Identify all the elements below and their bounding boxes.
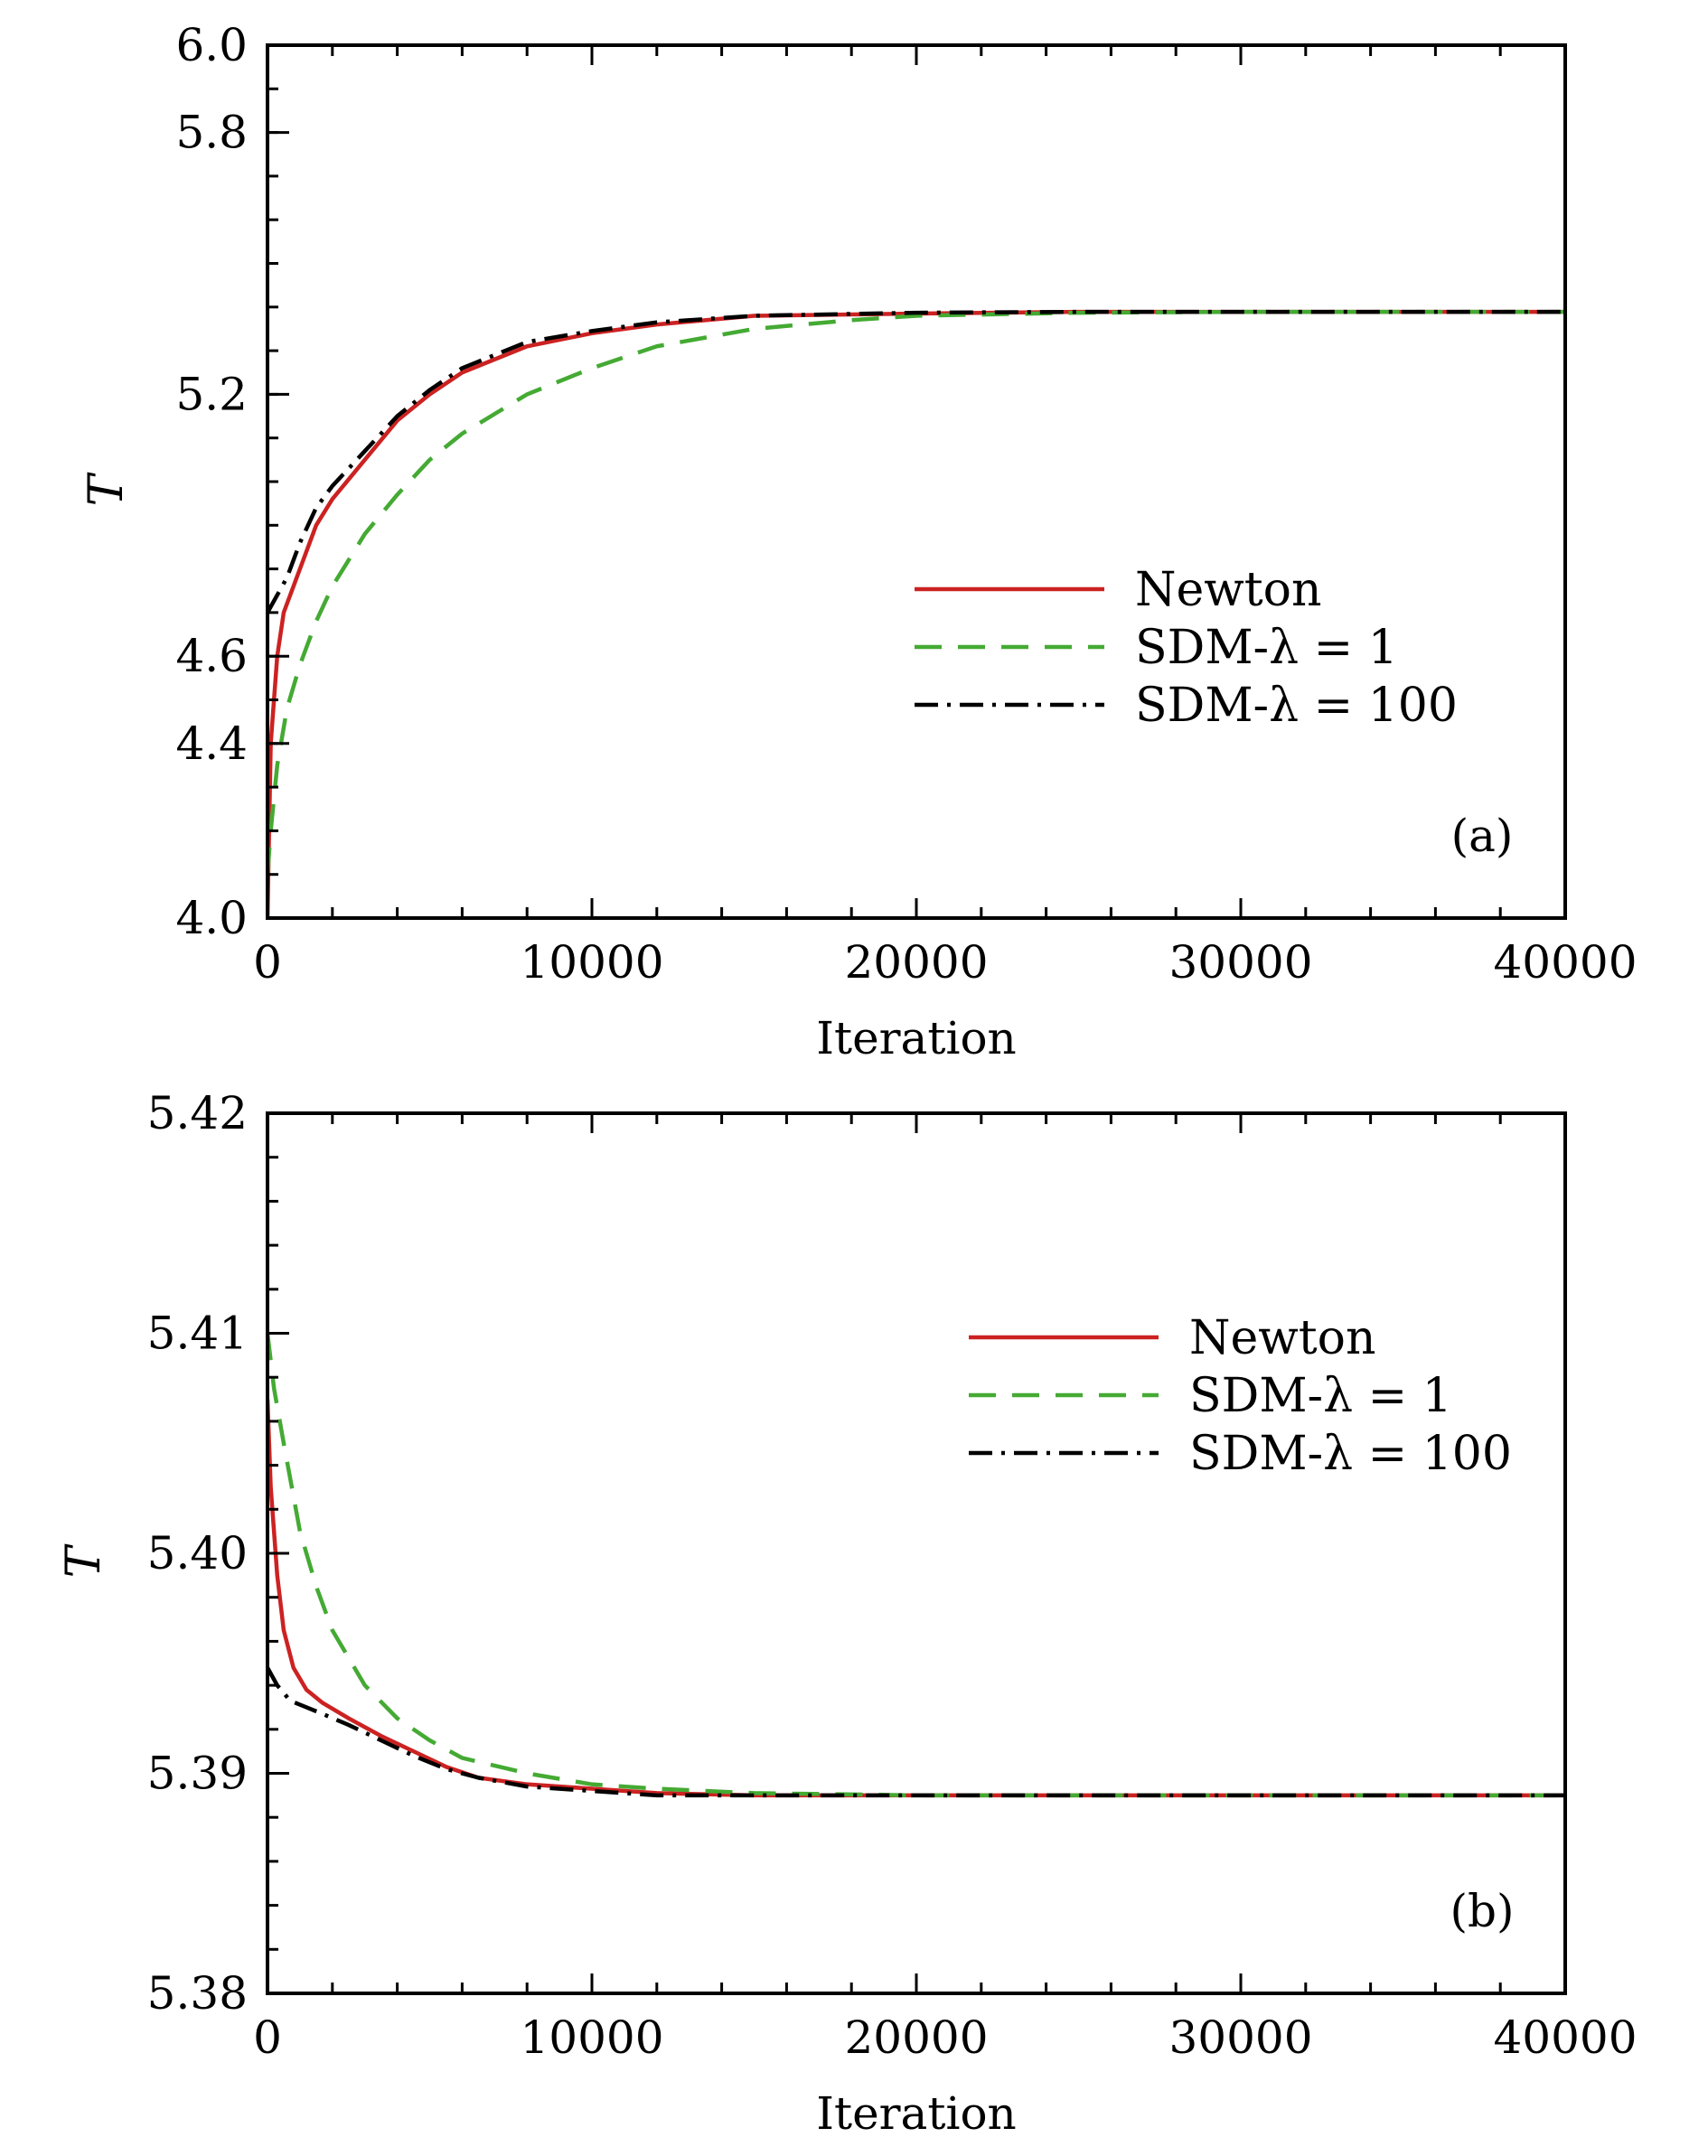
x-tick-label: 10000 [520, 2011, 663, 2064]
series-line-1 [267, 1333, 1565, 1798]
y-tick-label: 4.4 [175, 717, 248, 770]
x-tick-label: 30000 [1168, 936, 1312, 989]
y-tick-label: 5.38 [147, 1967, 248, 2020]
x-tick-label: 0 [253, 936, 282, 989]
legend-entry-0: Newton [1135, 563, 1321, 617]
x-tick-label: 10000 [520, 936, 663, 989]
y-tick-label: 5.2 [175, 368, 248, 420]
legend-entry-2: SDM-λ = 100 [1135, 679, 1458, 733]
legend-entry-0: Newton [1189, 1311, 1375, 1365]
y-tick-label: 4.6 [175, 630, 248, 682]
chart-panel-a: 0 10000 20000 30000 40000 4.0 4.4 4.6 5.2 5.8 6.0 I… [80, 19, 1638, 1064]
series-line-0 [267, 1399, 1565, 1798]
x-tick-label: 40000 [1493, 936, 1637, 989]
series-line-2 [267, 309, 1565, 614]
chart-panel-b: 0 10000 20000 30000 40000 5.38 5.39 5.40 5.41 5.4… [57, 1087, 1638, 2140]
x-tick-label: 20000 [844, 936, 988, 989]
y-axis-label: T [57, 1543, 111, 1578]
series-line-2 [267, 1666, 1565, 1798]
y-tick-label: 6.0 [175, 19, 248, 71]
x-tick-label: 0 [253, 2011, 282, 2064]
y-tick-label: 5.8 [175, 107, 248, 159]
panel-label: (b) [1450, 1885, 1514, 1937]
x-axis-label: Iteration [816, 2087, 1017, 2140]
plot-frame [266, 43, 1567, 920]
y-tick-label: 5.39 [147, 1748, 248, 1800]
x-axis-label: Iteration [816, 1012, 1017, 1064]
y-tick-label: 5.40 [147, 1527, 248, 1580]
y-tick-label: 5.42 [147, 1087, 248, 1139]
legend-entry-1: SDM-λ = 1 [1135, 621, 1398, 675]
y-tick-label: 4.0 [175, 892, 248, 944]
y-tick-label: 5.41 [147, 1308, 248, 1360]
series-line-1 [267, 309, 1565, 875]
x-tick-label: 20000 [844, 2011, 988, 2064]
legend-entry-1: SDM-λ = 1 [1189, 1369, 1452, 1423]
series-line-0 [267, 309, 1565, 918]
panel-label: (a) [1451, 810, 1514, 862]
x-tick-label: 40000 [1493, 2011, 1637, 2064]
y-axis-label: T [80, 472, 134, 506]
x-tick-label: 30000 [1168, 2011, 1312, 2064]
legend-entry-2: SDM-λ = 100 [1189, 1427, 1512, 1481]
plot-frame [266, 1111, 1567, 1995]
